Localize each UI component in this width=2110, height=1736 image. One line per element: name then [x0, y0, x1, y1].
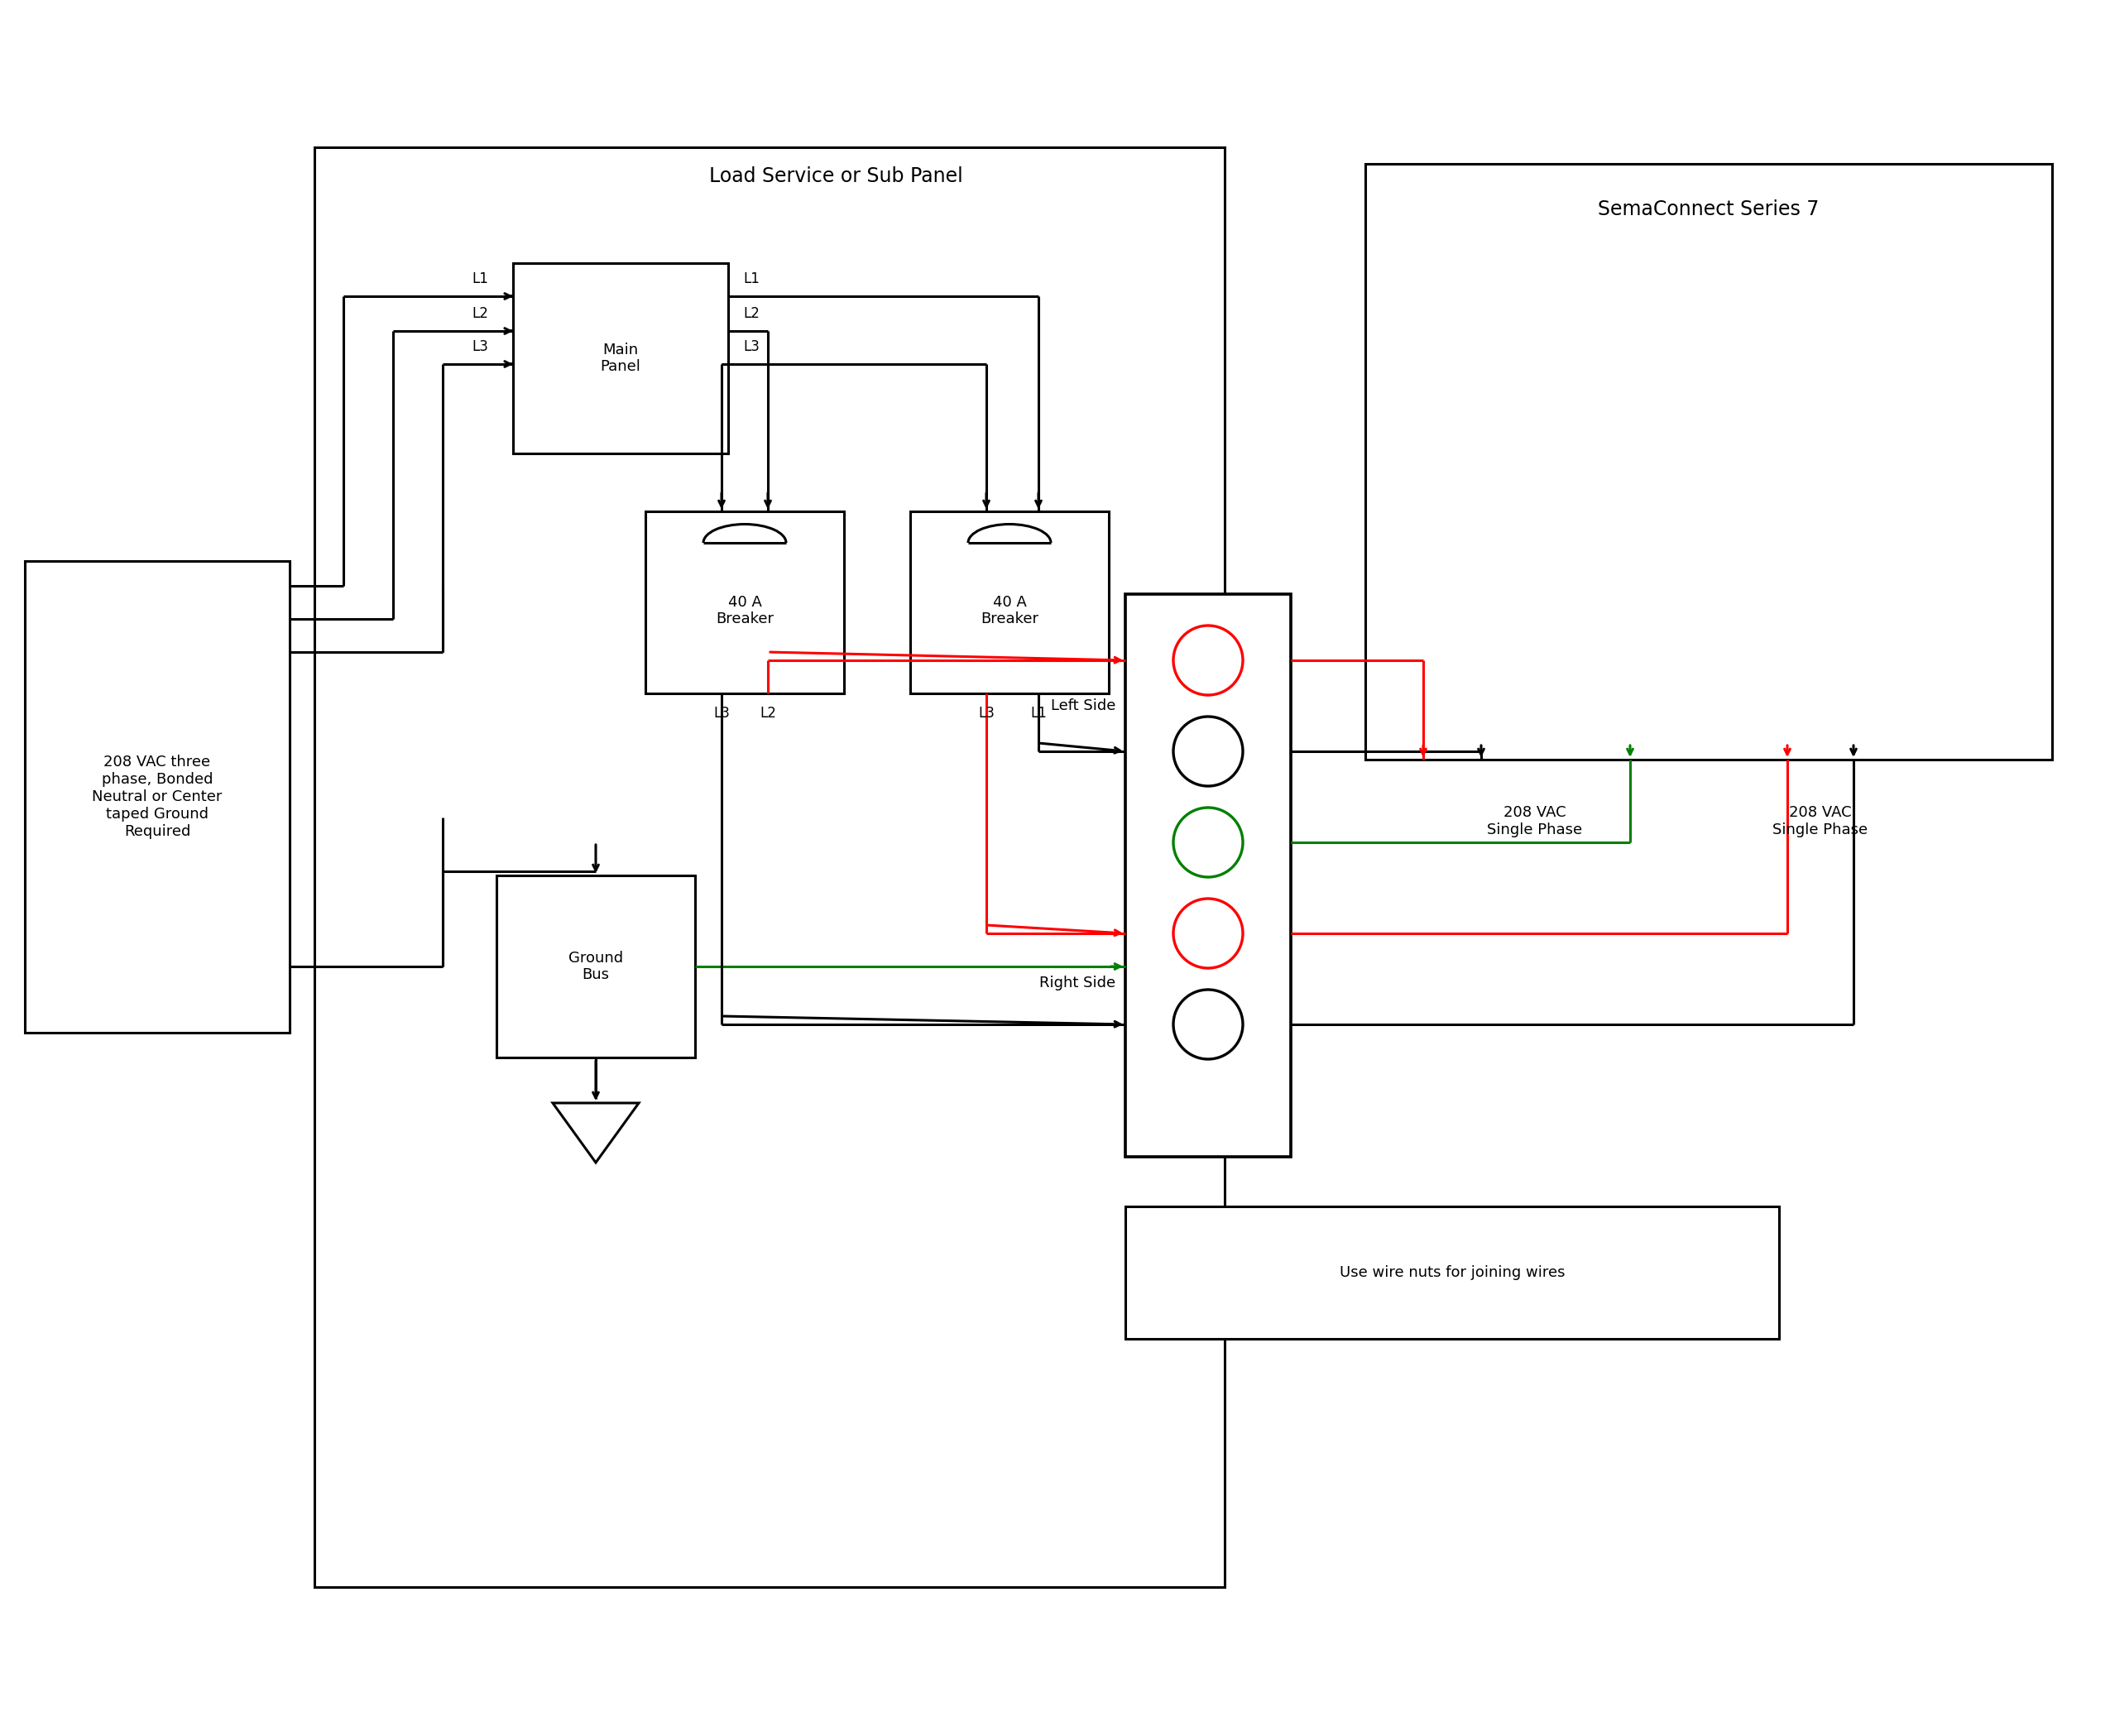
Text: Main
Panel: Main Panel	[601, 342, 641, 375]
Bar	[1365, 163, 2053, 760]
Text: L2: L2	[743, 306, 760, 321]
Text: L3: L3	[473, 339, 487, 354]
Text: Ground
Bus: Ground Bus	[568, 950, 622, 983]
Bar	[1125, 1207, 1779, 1338]
Text: 40 A
Breaker: 40 A Breaker	[981, 595, 1038, 627]
Bar	[513, 264, 728, 453]
Text: 40 A
Breaker: 40 A Breaker	[715, 595, 774, 627]
Text: Left Side: Left Side	[1051, 698, 1116, 713]
Text: L3: L3	[979, 707, 994, 720]
Text: 208 VAC three
phase, Bonded
Neutral or Center
taped Ground
Required: 208 VAC three phase, Bonded Neutral or C…	[93, 755, 222, 838]
Bar	[909, 512, 1108, 693]
Bar	[646, 512, 844, 693]
Text: L2: L2	[473, 306, 487, 321]
Text: L3: L3	[713, 707, 730, 720]
Bar	[496, 875, 694, 1057]
Text: L1: L1	[473, 271, 487, 286]
Bar	[25, 561, 289, 1033]
Text: Use wire nuts for joining wires: Use wire nuts for joining wires	[1340, 1266, 1566, 1279]
Text: L3: L3	[743, 339, 760, 354]
Text: SemaConnect Series 7: SemaConnect Series 7	[1597, 200, 1819, 219]
Text: 208 VAC
Single Phase: 208 VAC Single Phase	[1772, 806, 1867, 837]
Bar	[314, 148, 1224, 1587]
Text: L2: L2	[760, 707, 776, 720]
Text: L1: L1	[1030, 707, 1047, 720]
Text: Right Side: Right Side	[1038, 976, 1116, 991]
Text: 208 VAC
Single Phase: 208 VAC Single Phase	[1488, 806, 1582, 837]
Text: Load Service or Sub Panel: Load Service or Sub Panel	[709, 167, 962, 186]
Bar	[1125, 594, 1291, 1156]
Text: L1: L1	[743, 271, 760, 286]
